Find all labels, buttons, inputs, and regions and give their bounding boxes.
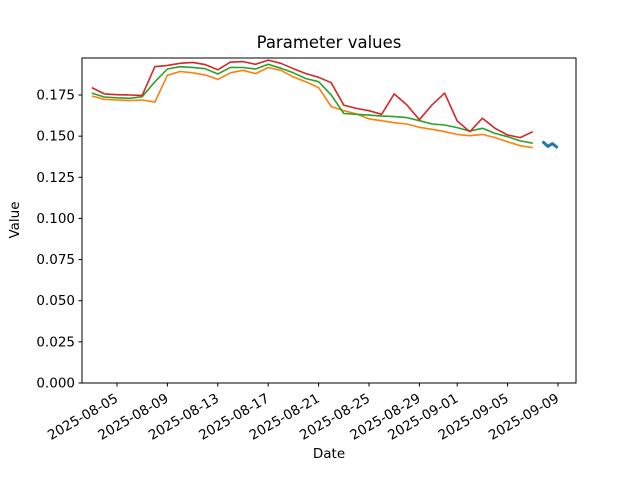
chart-title: Parameter values xyxy=(256,33,402,52)
series-orange-line xyxy=(91,66,533,149)
y-tick-label: 0.050 xyxy=(36,293,75,309)
y-tick-label: 0.125 xyxy=(36,170,75,186)
y-tick-label: 0.150 xyxy=(36,129,75,145)
y-tick-label: 0.100 xyxy=(36,211,75,227)
series-red-line xyxy=(91,59,534,139)
y-tick-label: 0.075 xyxy=(36,252,75,268)
x-axis-label: Date xyxy=(312,446,346,462)
series-blue-line xyxy=(542,140,559,149)
axes-box xyxy=(81,57,577,384)
y-tick-label: 0.175 xyxy=(36,88,75,104)
series-green-line xyxy=(91,63,533,144)
y-tick-label: 0.025 xyxy=(36,334,75,350)
y-axis-label: Value xyxy=(7,201,23,239)
y-tick-label: 0.000 xyxy=(36,376,75,392)
